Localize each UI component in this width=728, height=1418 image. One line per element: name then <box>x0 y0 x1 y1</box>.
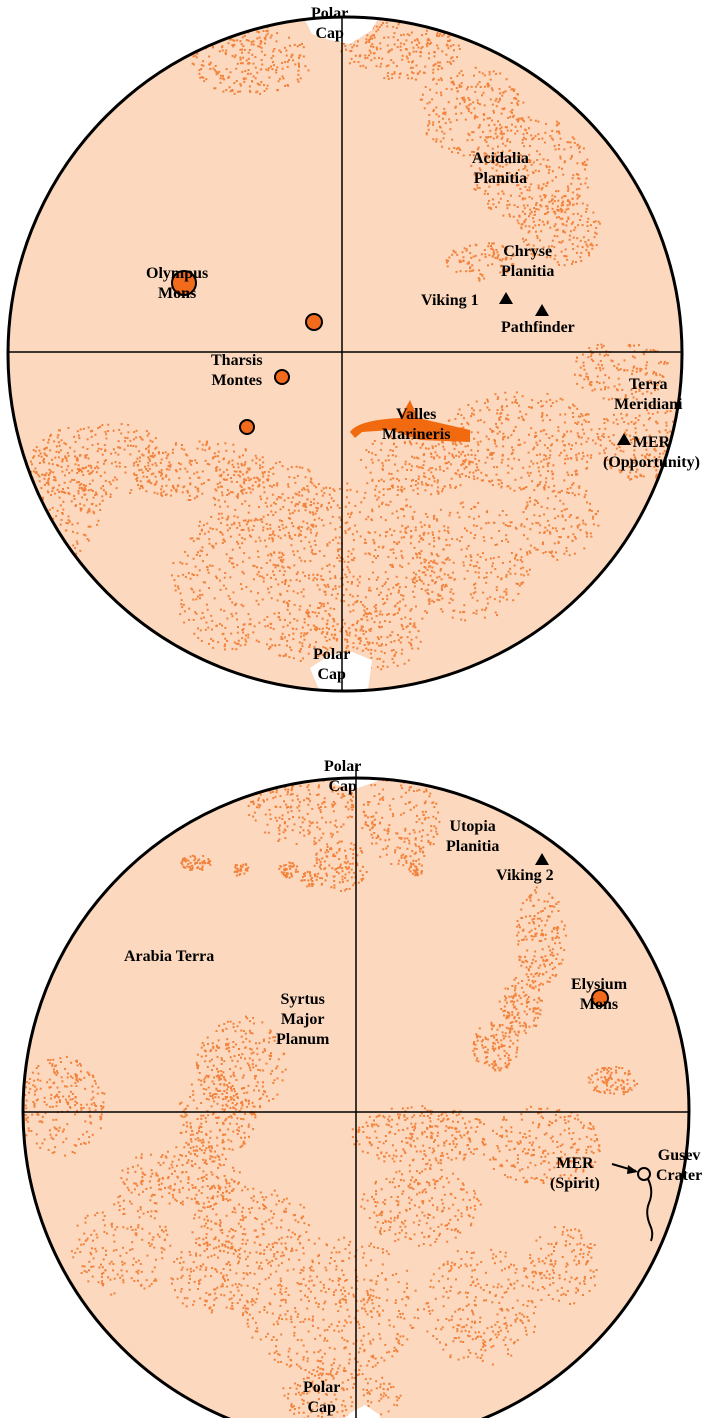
pathfinder-label: Pathfinder <box>501 319 575 336</box>
north-polar-cap-label: Polar Cap <box>311 5 349 42</box>
valles-marineris-label: Valles Marineris <box>382 406 451 443</box>
north-polar-cap <box>322 778 388 789</box>
globe-outline <box>21 776 691 1418</box>
north-polar-cap-label: Polar Cap <box>324 758 362 795</box>
mer-opportunity-marker <box>617 433 631 445</box>
western-hemisphere-globe <box>6 15 684 693</box>
olympus-mons-marker <box>171 270 197 296</box>
gusev-crater-marker <box>637 1167 651 1181</box>
utopia-planitia-label: Utopia Planitia <box>446 818 500 855</box>
chryse-planitia-label: Chryse Planitia <box>501 243 555 280</box>
arabia-terra-label: Arabia Terra <box>124 948 215 965</box>
acidalia-planitia-label: Acidalia Planitia <box>472 150 529 187</box>
mer-spirit-arrowhead <box>627 1165 638 1174</box>
western-hemisphere-map: Polar Cap Polar Cap Acidalia Planitia Chrys… <box>0 0 728 705</box>
south-polar-cap-label: Polar Cap <box>313 646 351 683</box>
viking1-label: Viking 1 <box>421 292 479 309</box>
tharsis-volcano-marker <box>274 369 290 385</box>
tharsis-volcano-marker <box>239 419 255 435</box>
tharsis-volcano-marker <box>305 313 323 331</box>
eastern-hemisphere-globe <box>21 765 691 1418</box>
globe-outline <box>6 15 684 693</box>
viking2-marker <box>535 853 549 865</box>
mer-spirit-label: MER (Spirit) <box>550 1155 600 1192</box>
viking1-marker <box>499 292 513 304</box>
valles-marineris-feature <box>350 400 470 442</box>
syrtis-major-planum-label: Syrtus Major Planum <box>276 991 330 1048</box>
olympus-mons-label: Olympus Mons <box>146 265 209 302</box>
elysium-mons-marker <box>591 989 609 1007</box>
gusev-channel <box>646 1178 654 1242</box>
mer-opportunity-label: MER (Opportunity) <box>603 434 700 471</box>
viking2-label: Viking 2 <box>496 867 554 884</box>
south-polar-cap <box>330 1405 380 1418</box>
gusev-crater-label: Gusev Crater <box>656 1147 703 1184</box>
south-polar-cap-label: Polar Cap <box>303 1379 341 1416</box>
terra-meridiani-label: Terra Meridiani <box>614 376 683 413</box>
eastern-hemisphere-map: Polar Cap Polar Cap Utopia Planitia Viking … <box>0 705 728 1418</box>
elysium-mons-label: Elysium Mons <box>571 976 628 1013</box>
globe-disk <box>8 17 682 691</box>
pathfinder-marker <box>535 304 549 316</box>
tharsis-montes-label: Tharsis Montes <box>211 352 263 389</box>
south-polar-cap <box>310 652 372 691</box>
